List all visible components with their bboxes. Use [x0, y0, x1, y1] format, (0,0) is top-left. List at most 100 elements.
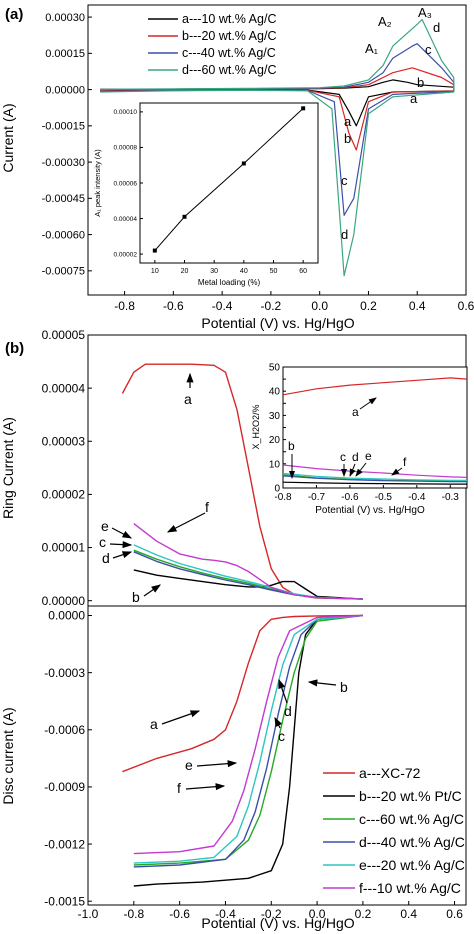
- ring-curve-label-a: a: [184, 391, 192, 407]
- panel-a-x-tick-label: 0.2: [360, 299, 377, 313]
- panel-b-ring-y-tick-label: 0.00001: [42, 541, 86, 555]
- disc-legend-text-d: d---40 wt.% Ag/C: [359, 834, 465, 850]
- disc-curve-label-a: a: [150, 716, 158, 732]
- panel-b-disc-x-tick-label: 0.2: [355, 907, 372, 921]
- panel-a-series-c: [100, 43, 455, 216]
- panel-b-disc-x-tick-label: 0.0: [309, 907, 326, 921]
- panel-b-label: (b): [5, 340, 24, 357]
- panel-b-disc-x-tick-label: -0.2: [261, 907, 282, 921]
- panel-a-y-tick-label: -0.00030: [42, 157, 85, 169]
- panel-b-disc-x-tick-label: 0.6: [446, 907, 463, 921]
- panel-a-inset-y-label: A₁ peak intensity (A): [93, 149, 102, 217]
- panel-a-x-tick-label: 0.6: [458, 299, 474, 313]
- panel-b-disc-y-tick-label: -0.0015: [44, 894, 85, 908]
- panel-b-disc-y-tick-label: 0.0000: [48, 609, 85, 623]
- panel-a-y-axis-label: Current (A): [0, 103, 16, 172]
- panel-b-inset-y-tick-label: 10: [269, 459, 281, 470]
- panel-a-x-tick-label: -0.2: [261, 299, 282, 313]
- disc-legend-text-f: f---10 wt.% Ag/C: [359, 880, 461, 896]
- inset-curve-label-e: e: [365, 449, 372, 463]
- panel-a: (a) 0.00030 0.00015 0.00000 -0.00015 -0.0003…: [0, 4, 474, 331]
- panel-b-disc-x-tick-label: -0.8: [123, 907, 144, 921]
- panel-a-inset-x-tick-label: 20: [181, 268, 189, 275]
- disc-curve-label-f: f: [177, 780, 181, 796]
- panel-a-inset-point: [241, 161, 246, 166]
- curve-label-a-d-cath: d: [341, 227, 348, 242]
- panel-b-inset-series: [282, 377, 468, 485]
- inset-curve-label-f: f: [403, 455, 407, 469]
- disc-arrow-b: [307, 679, 337, 687]
- ring-curve-label-f: f: [205, 499, 209, 515]
- curve-label-a-a: a: [410, 91, 418, 106]
- legend-text-c: c---40 wt.% Ag/C: [182, 46, 276, 60]
- panel-b-inset-x-tick-label: -0.3: [442, 492, 460, 503]
- disc-arrow-d: [278, 678, 288, 704]
- panel-a-x-tick-label: -0.6: [163, 299, 184, 313]
- panel-b-disc-legend: a---XC-72 b---20 wt.% Pt/C c---60 wt.% A…: [323, 765, 465, 896]
- panel-b-inset-series-b: [282, 481, 467, 485]
- panel-b-ring-series-f: [133, 523, 363, 600]
- panel-a-y-tick-label: -0.00015: [42, 121, 85, 133]
- panel-b-inset-x-tick-label: -0.8: [274, 492, 292, 503]
- panel-b-disc-x-tick-label: -0.6: [169, 907, 190, 921]
- panel-a-y-tick-label: 0.00015: [45, 48, 85, 60]
- inset-curve-label-a: a: [352, 405, 359, 419]
- panel-a-inset-x-ticks: 10 20 30 40 50 60: [151, 260, 307, 275]
- legend-text-a: a---10 wt.% Ag/C: [182, 12, 276, 26]
- ring-annotations: a f e c d b: [99, 372, 209, 605]
- panel-b-plot-frame: [87, 334, 467, 906]
- panel-b-disc-x-tick-label: -1.0: [78, 907, 99, 921]
- panel-b-disc-y-label: Disc current (A): [0, 707, 16, 804]
- curve-label-a-d: d: [433, 20, 440, 35]
- panel-b-ring-y-label: Ring Current (A): [0, 417, 16, 519]
- disc-arrow-e: [196, 760, 238, 768]
- panel-b-inset-y-tick-label: 20: [269, 435, 281, 446]
- panel-a-inset: 0.00002 0.00004 0.00006 0.00008 0.00010 10 20…: [93, 102, 319, 287]
- panel-b-disc-series-b: [133, 614, 363, 887]
- ring-arrow-f: [166, 512, 206, 533]
- disc-annotations: a b d c e f: [150, 678, 348, 796]
- panel-a-x-axis-label: Potential (V) vs. Hg/HgO: [201, 315, 354, 331]
- panel-b-ring-y-tick-label: 0.00002: [42, 488, 86, 502]
- disc-curve-label-c: c: [278, 728, 285, 744]
- panel-b-inset-x-tick-label: -0.6: [341, 492, 359, 503]
- disc-legend-text-e: e---20 wt.% Ag/C: [359, 857, 465, 873]
- panel-b-disc-series-e: [133, 614, 363, 864]
- ring-arrow-c: [109, 541, 133, 549]
- peak-label-a3: A₃: [418, 5, 432, 20]
- panel-b: (b) 0.000000.000010.000020.000030.000040…: [0, 328, 468, 906]
- panel-a-inset-y-tick-label: 0.00008: [114, 145, 138, 152]
- panel-a-y-tick-label: 0.00000: [45, 84, 85, 96]
- panel-a-inset-point: [152, 248, 157, 253]
- panel-b-ring-y-tick-label: 0.00000: [42, 594, 86, 608]
- disc-arrow-f: [185, 783, 226, 791]
- panel-a-y-ticks: 0.00030 0.00015 0.00000 -0.00015 -0.00030 -0.…: [42, 12, 92, 278]
- panel-b-disc-series: [122, 614, 363, 887]
- inset-arrow-f: [391, 467, 403, 476]
- panel-b-inset-series-f: [282, 464, 468, 478]
- panel-b-inset-x-label: Potential (V) vs. Hg/HgO: [315, 505, 425, 516]
- panel-b-inset-x-tick-label: -0.7: [308, 492, 326, 503]
- panel-a-y-tick-label: -0.00075: [42, 266, 85, 278]
- panel-a-inset-x-tick-label: 50: [270, 268, 278, 275]
- panel-b-disc-series-f: [133, 614, 363, 855]
- panel-b-disc-y-ticks: 0.0000 -0.0003 -0.0006 -0.0009 -0.0012 -0.001…: [44, 609, 92, 908]
- inset-curve-label-b: b: [288, 439, 295, 453]
- panel-b-inset-y-tick-label: 50: [269, 363, 281, 374]
- panel-a-inset-line: [154, 107, 304, 251]
- disc-legend-text-b: b---20 wt.% Pt/C: [359, 788, 462, 804]
- panel-b-disc-y-tick-label: -0.0012: [44, 837, 85, 851]
- ring-curve-label-d: d: [102, 550, 110, 566]
- panel-b-ring-y-ticks: 0.00000 0.00001 0.00002 0.00003 0.00004 0.000…: [42, 328, 92, 608]
- panel-a-inset-frame: [139, 102, 319, 264]
- panel-a-y-tick-label: -0.00045: [42, 193, 85, 205]
- ring-curve-label-c: c: [99, 534, 106, 550]
- disc-legend-text-a: a---XC-72: [359, 765, 421, 781]
- panel-b-inset-series-e: [282, 472, 467, 481]
- inset-arrow-d: [349, 463, 356, 477]
- panel-b-inset-y-label: X_H2O2/%: [251, 404, 261, 449]
- panel-a-inset-y-tick-label: 0.00002: [114, 251, 138, 258]
- panel-b-disc-series-a: [122, 614, 363, 773]
- disc-arrow-a: [161, 710, 201, 725]
